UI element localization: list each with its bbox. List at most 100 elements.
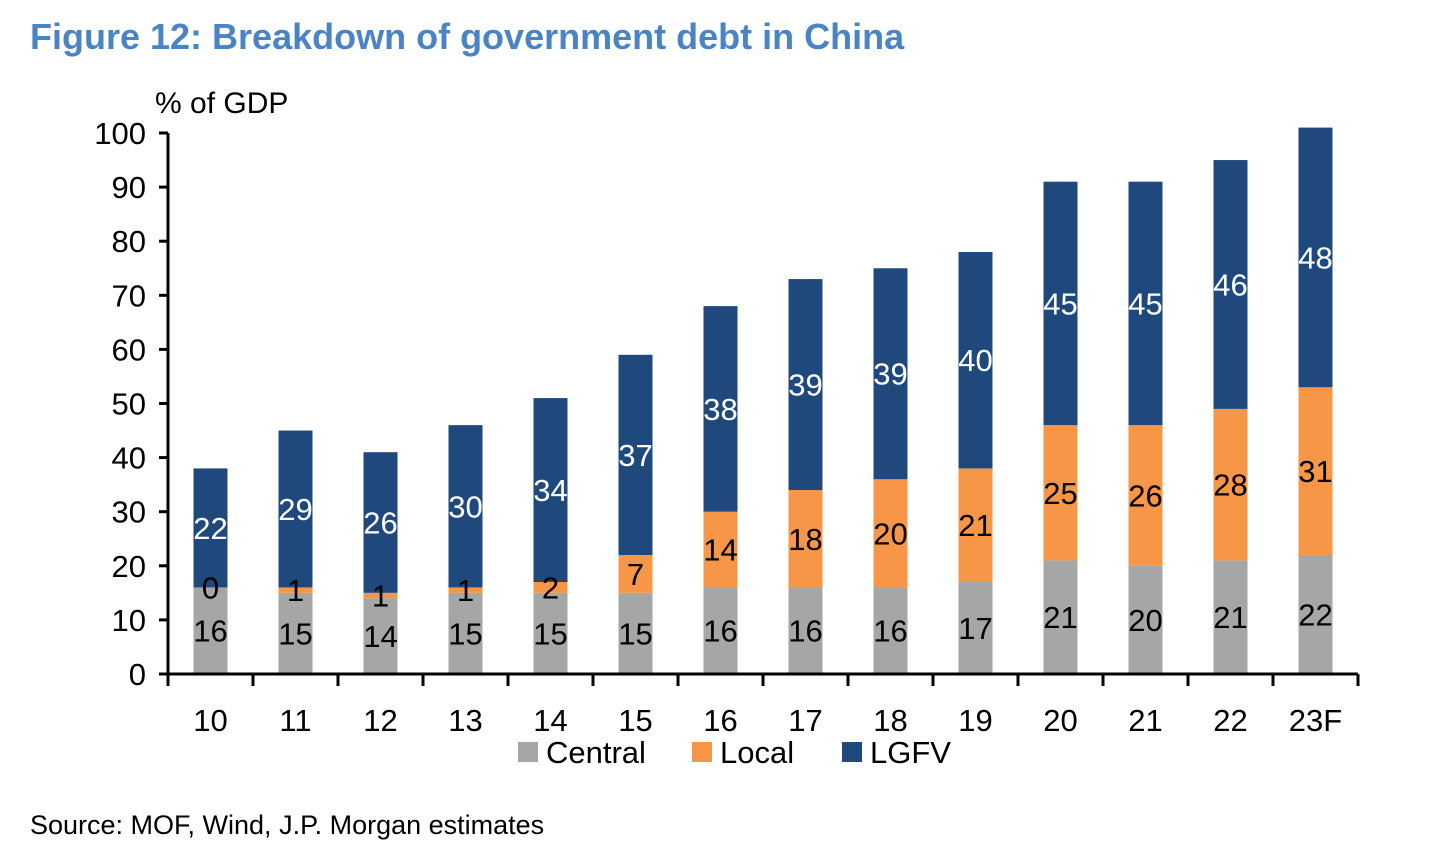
bar-central-19 — [958, 582, 993, 674]
data-label-lgfv-10: 22 — [193, 511, 227, 546]
data-label-central-23F: 22 — [1298, 597, 1332, 632]
data-label-local-16: 14 — [703, 533, 737, 568]
y-tick-label: 60 — [112, 332, 146, 367]
data-label-local-14: 2 — [542, 570, 559, 605]
y-tick-label: 80 — [112, 224, 146, 259]
bar-local-11 — [278, 587, 313, 593]
bar-central-23F — [1298, 554, 1333, 674]
bar-local-18 — [873, 479, 908, 588]
bar-lgfv-13 — [448, 425, 483, 588]
data-label-lgfv-21: 45 — [1128, 286, 1162, 321]
x-tick-label: 11 — [279, 703, 311, 738]
bar-lgfv-17 — [788, 279, 823, 491]
data-label-central-18: 16 — [873, 614, 907, 649]
legend-label-lgfv: LGFV — [870, 735, 951, 770]
legend-label-central: Central — [546, 735, 646, 770]
data-label-lgfv-23F: 48 — [1298, 240, 1332, 275]
bar-central-18 — [873, 587, 908, 674]
bar-lgfv-10 — [193, 468, 228, 588]
data-label-local-10: 0 — [202, 570, 219, 605]
data-label-central-15: 15 — [618, 616, 652, 651]
data-label-central-17: 16 — [788, 614, 822, 649]
bar-central-15 — [618, 592, 653, 674]
bar-local-22 — [1213, 408, 1248, 561]
bar-lgfv-15 — [618, 354, 653, 555]
data-label-central-21: 20 — [1128, 603, 1162, 638]
data-label-lgfv-18: 39 — [873, 357, 907, 392]
x-tick-label: 22 — [1213, 703, 1247, 738]
x-axis: 10 11 12 13 14 15 16 17 18 19 20 21 22 23F — [166, 672, 1360, 738]
data-label-lgfv-11: 29 — [278, 492, 312, 527]
bar-lgfv-14 — [533, 398, 568, 583]
x-tick-label: 15 — [618, 703, 652, 738]
data-label-central-14: 15 — [533, 616, 567, 651]
x-tick-label: 21 — [1128, 703, 1162, 738]
y-tick-label: 0 — [129, 657, 146, 692]
bar-lgfv-22 — [1213, 160, 1248, 409]
legend: Central Local LGFV — [518, 735, 951, 770]
bar-central-22 — [1213, 560, 1248, 674]
data-label-central-13: 15 — [448, 616, 482, 651]
bar-central-16 — [703, 587, 738, 674]
bar-local-12 — [363, 592, 398, 599]
y-axis: 0 10 20 30 40 50 60 70 80 90 100 — [94, 116, 170, 692]
data-label-lgfv-22: 46 — [1213, 267, 1247, 302]
data-label-central-10: 16 — [193, 614, 227, 649]
data-label-central-12: 14 — [363, 619, 397, 654]
data-label-central-20: 21 — [1043, 600, 1077, 635]
bar-central-10 — [193, 587, 228, 674]
bar-central-14 — [533, 592, 568, 674]
data-label-local-15: 7 — [627, 557, 644, 592]
data-label-central-19: 17 — [958, 611, 992, 646]
legend-label-local: Local — [720, 735, 794, 770]
legend-swatch-central — [518, 742, 538, 762]
data-label-local-21: 26 — [1128, 478, 1162, 513]
data-label-lgfv-16: 38 — [703, 392, 737, 427]
y-tick-label: 50 — [112, 387, 146, 422]
data-label-local-20: 25 — [1043, 476, 1077, 511]
y-tick-label: 90 — [112, 170, 146, 205]
bar-local-14 — [533, 582, 568, 593]
data-label-central-16: 16 — [703, 614, 737, 649]
bar-local-16 — [703, 511, 738, 588]
bar-central-21 — [1128, 565, 1163, 674]
y-tick-label: 70 — [112, 278, 146, 313]
data-label-central-22: 21 — [1213, 600, 1247, 635]
bar-local-20 — [1043, 425, 1078, 561]
data-label-local-12: 1 — [372, 579, 389, 614]
source-note: Source: MOF, Wind, J.P. Morgan estimates — [30, 810, 545, 840]
x-tick-label: 20 — [1043, 703, 1077, 738]
data-label-local-22: 28 — [1213, 468, 1247, 503]
x-tick-label: 13 — [448, 703, 482, 738]
bar-lgfv-18 — [873, 268, 908, 480]
bar-lgfv-19 — [958, 252, 993, 469]
bar-central-17 — [788, 587, 823, 674]
x-tick-label: 23F — [1289, 703, 1342, 738]
bar-lgfv-20 — [1043, 181, 1078, 426]
bar-lgfv-16 — [703, 306, 738, 512]
bar-lgfv-12 — [363, 452, 398, 593]
bar-lgfv-11 — [278, 430, 313, 588]
data-label-lgfv-13: 30 — [448, 489, 482, 524]
data-label-local-18: 20 — [873, 516, 907, 551]
chart-title: Figure 12: Breakdown of government debt … — [30, 16, 905, 57]
y-tick-label: 20 — [112, 549, 146, 584]
y-axis-label: % of GDP — [155, 87, 288, 120]
bar-central-20 — [1043, 560, 1078, 674]
bar-local-21 — [1128, 425, 1163, 566]
y-tick-label: 40 — [112, 441, 146, 476]
x-tick-label: 12 — [363, 703, 397, 738]
bar-local-23F — [1298, 387, 1333, 555]
legend-swatch-lgfv — [842, 742, 862, 762]
bar-central-12 — [363, 598, 398, 674]
data-label-local-13: 1 — [457, 573, 474, 608]
data-label-local-17: 18 — [788, 522, 822, 557]
bar-local-17 — [788, 490, 823, 588]
y-tick-label: 10 — [112, 603, 146, 638]
x-tick-label: 17 — [788, 703, 822, 738]
data-label-lgfv-20: 45 — [1043, 286, 1077, 321]
data-label-lgfv-15: 37 — [618, 438, 652, 473]
bar-local-13 — [448, 587, 483, 593]
data-label-lgfv-19: 40 — [958, 343, 992, 378]
x-tick-label: 14 — [533, 703, 567, 738]
